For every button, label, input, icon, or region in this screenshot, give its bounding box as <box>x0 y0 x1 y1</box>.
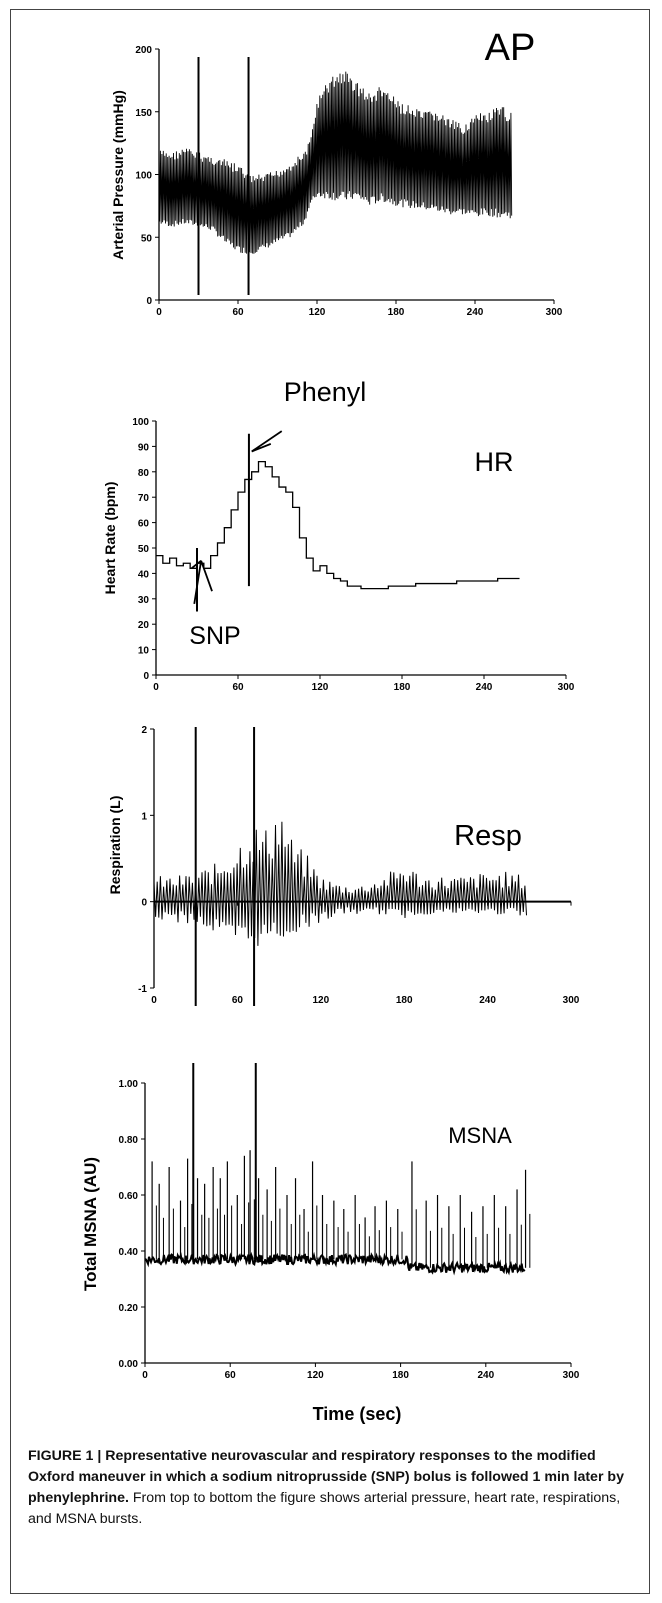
y-axis-label-resp: Respiration (L) <box>107 796 123 895</box>
y-tick-label: -1 <box>138 984 147 995</box>
annotation-snp: SNP <box>189 622 240 650</box>
x-tick-label: 180 <box>388 307 405 318</box>
y-tick-label: 100 <box>135 171 152 182</box>
y-tick-label: 1 <box>141 811 147 822</box>
x-tick-label: 60 <box>232 682 244 693</box>
y-tick-label: 10 <box>138 646 150 657</box>
y-axis-label-ap: Arterial Pressure (mmHg) <box>110 90 126 260</box>
panel-heart-rate: HR Heart Rate (bpm) Phenyl SNP 0 10 20 30 40… <box>102 377 575 693</box>
y-tick-label: 50 <box>138 544 150 555</box>
x-tick-label: 0 <box>153 682 159 693</box>
x-tick-label: 120 <box>309 307 326 318</box>
y-tick-label: 40 <box>138 569 150 580</box>
x-tick-label: 240 <box>467 307 484 318</box>
x-tick-label: 0 <box>151 995 157 1006</box>
x-tick-label: 300 <box>546 307 563 318</box>
x-tick-label: 60 <box>232 307 244 318</box>
panel-arterial-pressure: AP Arterial Pressure (mmHg) 0 50 100 150 200… <box>110 27 563 318</box>
x-tick-label: 240 <box>476 682 493 693</box>
figure-charts: AP Arterial Pressure (mmHg) 050100150200… <box>81 27 580 1424</box>
annotation-phenyl: Phenyl <box>284 377 367 407</box>
caption-bold: FIGURE 1 | Representative neurovascular … <box>28 1448 624 1506</box>
series-line <box>156 460 520 590</box>
x-tick-label: 240 <box>479 995 496 1006</box>
y-tick-label: 80 <box>138 468 150 479</box>
y-tick-label: 30 <box>138 595 150 606</box>
y-tick-label: 70 <box>138 493 150 504</box>
y-axis-label-msna: Total MSNA (AU) <box>81 1157 100 1291</box>
y-tick-label: 0 <box>141 898 147 909</box>
panel-label-ap: AP <box>485 27 536 69</box>
x-tick-label: 240 <box>477 1370 494 1381</box>
snp-arrow <box>190 559 213 605</box>
x-tick-label: 60 <box>225 1370 237 1381</box>
y-tick-label: 200 <box>135 45 152 56</box>
panel-msna: MSNA Total MSNA (AU) Time (sec) 0.00 0.20… <box>81 1063 580 1424</box>
x-tick-label: 60 <box>232 995 244 1006</box>
y-tick-label: 0 <box>143 671 149 682</box>
panel-label-hr: HR <box>475 447 514 477</box>
x-tick-label: 120 <box>312 995 329 1006</box>
figure-frame <box>10 9 650 1594</box>
y-tick-label: 100 <box>132 417 149 428</box>
y-tick-label: 2 <box>141 725 147 736</box>
x-tick-label: 180 <box>392 1370 409 1381</box>
x-tick-label: 300 <box>563 1370 580 1381</box>
y-tick-label: 150 <box>135 108 152 119</box>
y-tick-label: 20 <box>138 620 150 631</box>
y-tick-label: 0.60 <box>119 1191 139 1202</box>
y-axis-label-hr: Heart Rate (bpm) <box>102 482 118 595</box>
phenyl-arrow <box>251 430 283 453</box>
y-tick-label: 0.20 <box>119 1303 139 1314</box>
y-tick-label: 60 <box>138 519 150 530</box>
x-tick-label: 300 <box>563 995 580 1006</box>
series-trace <box>153 821 527 946</box>
x-axis-label-time: Time (sec) <box>313 1404 402 1424</box>
panel-label-msna: MSNA <box>448 1123 512 1148</box>
x-tick-label: 120 <box>307 1370 324 1381</box>
panel-label-resp: Resp <box>454 820 522 852</box>
x-tick-label: 0 <box>156 307 162 318</box>
x-tick-label: 180 <box>394 682 411 693</box>
y-tick-label: 0.40 <box>119 1247 139 1258</box>
figure-caption: FIGURE 1 | Representative neurovascular … <box>28 1446 634 1530</box>
y-tick-label: 0 <box>146 296 152 307</box>
y-tick-label: 1.00 <box>119 1079 139 1090</box>
y-tick-label: 0.80 <box>119 1135 139 1146</box>
x-tick-label: 0 <box>142 1370 148 1381</box>
x-tick-label: 300 <box>558 682 575 693</box>
series-trace <box>158 71 513 254</box>
x-tick-label: 120 <box>312 682 329 693</box>
caption-text: From top to bottom the figure shows arte… <box>28 1490 621 1527</box>
y-tick-label: 50 <box>141 233 153 244</box>
y-tick-label: 90 <box>138 442 150 453</box>
msna-baseline <box>144 1251 526 1276</box>
y-tick-label: 0.00 <box>119 1359 139 1370</box>
x-tick-label: 180 <box>396 995 413 1006</box>
